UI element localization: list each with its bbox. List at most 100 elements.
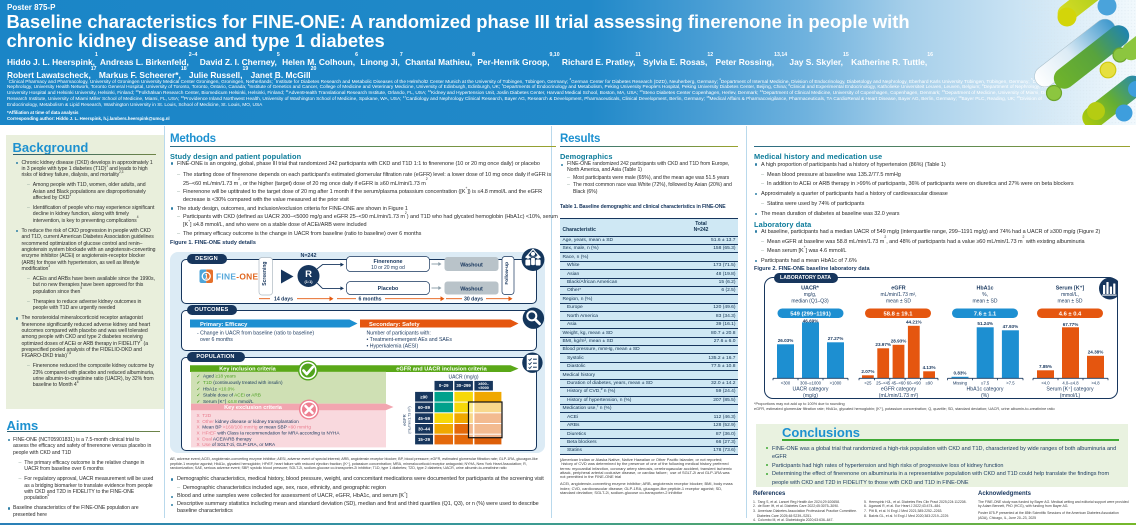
- svg-text:UACR (mg/g): UACR (mg/g): [448, 374, 478, 380]
- svg-text:14 days: 14 days: [273, 297, 292, 303]
- svg-text:Key inclusion criteria: Key inclusion criteria: [219, 367, 276, 373]
- svg-text:Washout: Washout: [460, 287, 483, 293]
- svg-text:R: R: [305, 269, 312, 280]
- svg-text:51.24%: 51.24%: [977, 321, 993, 326]
- svg-text:23.97%: 23.97%: [875, 342, 891, 347]
- svg-text:FINE-ONE: FINE-ONE: [216, 272, 259, 282]
- svg-text:(mmol/L): (mmol/L): [1059, 393, 1080, 399]
- svg-text:6 months: 6 months: [358, 297, 381, 303]
- svg-text:mg/g,: mg/g,: [803, 292, 816, 298]
- svg-text:4.13%: 4.13%: [922, 365, 935, 370]
- svg-text:(1:1): (1:1): [304, 280, 313, 284]
- svg-text:median (Q1–Q3): median (Q1–Q3): [791, 299, 829, 305]
- svg-text:7.6 ± 1.1: 7.6 ± 1.1: [973, 312, 996, 318]
- svg-text:58.8 ± 19.1: 58.8 ± 19.1: [883, 312, 913, 318]
- svg-text:≤7.5: ≤7.5: [981, 380, 990, 385]
- svg-text:✓ T1D (continuously treated w: ✓ T1D (continuously treated with insulin…: [196, 380, 282, 385]
- svg-text:Finerenone: Finerenone: [373, 259, 402, 265]
- svg-text:• Treatment-emergent AEs and S: • Treatment-emergent AEs and SAEs: [366, 337, 452, 343]
- svg-text:mean ± SD: mean ± SD: [972, 299, 997, 305]
- svg-text:27.27%: 27.27%: [827, 336, 843, 341]
- svg-text:Key exclusion criteria: Key exclusion criteria: [224, 405, 283, 411]
- svg-text:eGFR: eGFR: [891, 286, 905, 292]
- svg-text:44.21%: 44.21%: [906, 320, 922, 325]
- svg-text:eGFR and UACR inclusion criter: eGFR and UACR inclusion criteria: [396, 367, 487, 373]
- svg-text:300–≤1000: 300–≤1000: [800, 380, 822, 385]
- svg-text:X T2D: X T2D: [196, 413, 211, 418]
- svg-text:X Dual ACEi/ARB therapy: X Dual ACEi/ARB therapy: [196, 436, 252, 441]
- svg-text:%,: %,: [982, 292, 988, 298]
- svg-text:≥90: ≥90: [925, 380, 933, 385]
- svg-text:<300: <300: [780, 380, 790, 385]
- svg-text:mean ± SD: mean ± SD: [1057, 299, 1082, 305]
- svg-text:30–44: 30–44: [418, 427, 431, 432]
- svg-text:>4.8: >4.8: [1091, 380, 1100, 385]
- svg-text:45–59: 45–59: [418, 416, 431, 421]
- svg-text:4.6 ± 0.4: 4.6 ± 0.4: [1058, 312, 1081, 318]
- svg-text:(mL/min/1.73 m²): (mL/min/1.73 m²): [878, 393, 918, 399]
- svg-text:26.03%: 26.03%: [777, 338, 793, 343]
- svg-text:>7.5: >7.5: [1006, 380, 1015, 385]
- svg-text:45–<60: 45–<60: [891, 380, 906, 385]
- svg-text:UACR category: UACR category: [792, 387, 828, 393]
- svg-text:eGFR category: eGFR category: [880, 387, 916, 393]
- svg-text:≥90: ≥90: [420, 394, 428, 399]
- svg-text:✓ Aged ≥18 years: ✓ Aged ≥18 years: [196, 374, 236, 379]
- svg-text:mmol/L,: mmol/L,: [1061, 292, 1079, 298]
- svg-text:0.83%: 0.83%: [953, 371, 966, 376]
- svg-text:<25: <25: [864, 380, 872, 385]
- svg-text:<4.0: <4.0: [1041, 380, 1050, 385]
- svg-text:HbA1c: HbA1c: [976, 286, 993, 292]
- svg-text:(mg/g): (mg/g): [803, 393, 818, 399]
- svg-text:X Use of SGLT-2i, GLP-1RA, or: X Use of SGLT-2i, GLP-1RA, or MRA: [196, 442, 275, 447]
- svg-text:Washout: Washout: [460, 263, 483, 269]
- svg-text:Number of participants with:: Number of participants with:: [366, 331, 430, 337]
- svg-text:Serum [K⁺] category: Serum [K⁺] category: [1046, 387, 1094, 393]
- svg-text:2.07%: 2.07%: [861, 369, 874, 374]
- svg-text:28.93%: 28.93%: [890, 339, 906, 344]
- svg-text:Missing: Missing: [952, 380, 967, 385]
- svg-text:✓ Stable dose of ACEi or ARB: ✓ Stable dose of ACEi or ARB: [196, 393, 260, 398]
- svg-text:67.77%: 67.77%: [1062, 322, 1078, 327]
- svg-text:47.93%: 47.93%: [1002, 324, 1018, 329]
- svg-text:25–<45: 25–<45: [876, 380, 891, 385]
- svg-text:60–89: 60–89: [418, 405, 431, 410]
- svg-text:mL/min/1.73 m²,: mL/min/1.73 m²,: [880, 292, 916, 298]
- svg-text:(mL/min/1.73 m²): (mL/min/1.73 m²): [407, 406, 411, 433]
- svg-text:549 (299–1191): 549 (299–1191): [790, 312, 831, 318]
- svg-text:• Hyperkalemia (AESI): • Hyperkalemia (AESI): [366, 344, 418, 350]
- svg-text:✓ Serum [K⁺] ≤4.8 mmol/L: ✓ Serum [K⁺] ≤4.8 mmol/L: [196, 399, 253, 404]
- svg-text:eGFR: eGFR: [402, 414, 407, 425]
- svg-text:24.38%: 24.38%: [1087, 350, 1103, 355]
- svg-text:✓ HbA1c <10.0%: ✓ HbA1c <10.0%: [196, 386, 234, 391]
- svg-text:N=242: N=242: [300, 253, 316, 259]
- svg-text:7.85%: 7.85%: [1038, 364, 1051, 369]
- svg-text:15–29: 15–29: [418, 437, 431, 442]
- svg-text:30 days: 30 days: [463, 297, 482, 303]
- svg-text:Placebo: Placebo: [377, 286, 398, 292]
- svg-text:60–<90: 60–<90: [906, 380, 921, 385]
- svg-text:- Change in UACR from baseline: - Change in UACR from baseline (ratio to…: [197, 331, 314, 337]
- svg-text:Serum [K⁺]: Serum [K⁺]: [1055, 286, 1084, 292]
- svg-text:Primary: Efficacy: Primary: Efficacy: [200, 322, 248, 328]
- svg-text:Secondary: Safety: Secondary: Safety: [369, 322, 420, 328]
- svg-text:1: 1: [204, 275, 208, 281]
- svg-text:(%): (%): [980, 393, 988, 399]
- svg-text:30–299: 30–299: [456, 383, 471, 388]
- svg-text:X HFrEF with Class Ia recomme: X HFrEF with Class Ia recommendation for…: [196, 431, 340, 436]
- svg-text:46.69%: 46.69%: [802, 319, 818, 324]
- svg-text:mean ± SD: mean ± SD: [886, 299, 911, 305]
- svg-text:UACR*: UACR*: [801, 286, 820, 292]
- svg-text:<5000: <5000: [478, 386, 489, 390]
- svg-text:Screening: Screening: [261, 262, 267, 286]
- svg-text:over 6 months: over 6 months: [200, 337, 233, 343]
- svg-text:HbA1c category: HbA1c category: [966, 387, 1003, 393]
- svg-text:X Other kidney disease or kid: X Other kidney disease or kidney transpl…: [196, 419, 299, 424]
- svg-text:0–29: 0–29: [438, 383, 448, 388]
- svg-text:4.0–≤4.8: 4.0–≤4.8: [1062, 380, 1079, 385]
- svg-text:Follow-up: Follow-up: [504, 262, 510, 285]
- svg-text:10 or 20 mg od: 10 or 20 mg od: [371, 265, 405, 271]
- svg-text:≥300–: ≥300–: [478, 382, 489, 386]
- svg-text:X Mean BP >160/100 mmHg or me: X Mean BP >160/100 mmHg or mean SBP <90 …: [196, 425, 311, 430]
- svg-text:>1000: >1000: [829, 380, 841, 385]
